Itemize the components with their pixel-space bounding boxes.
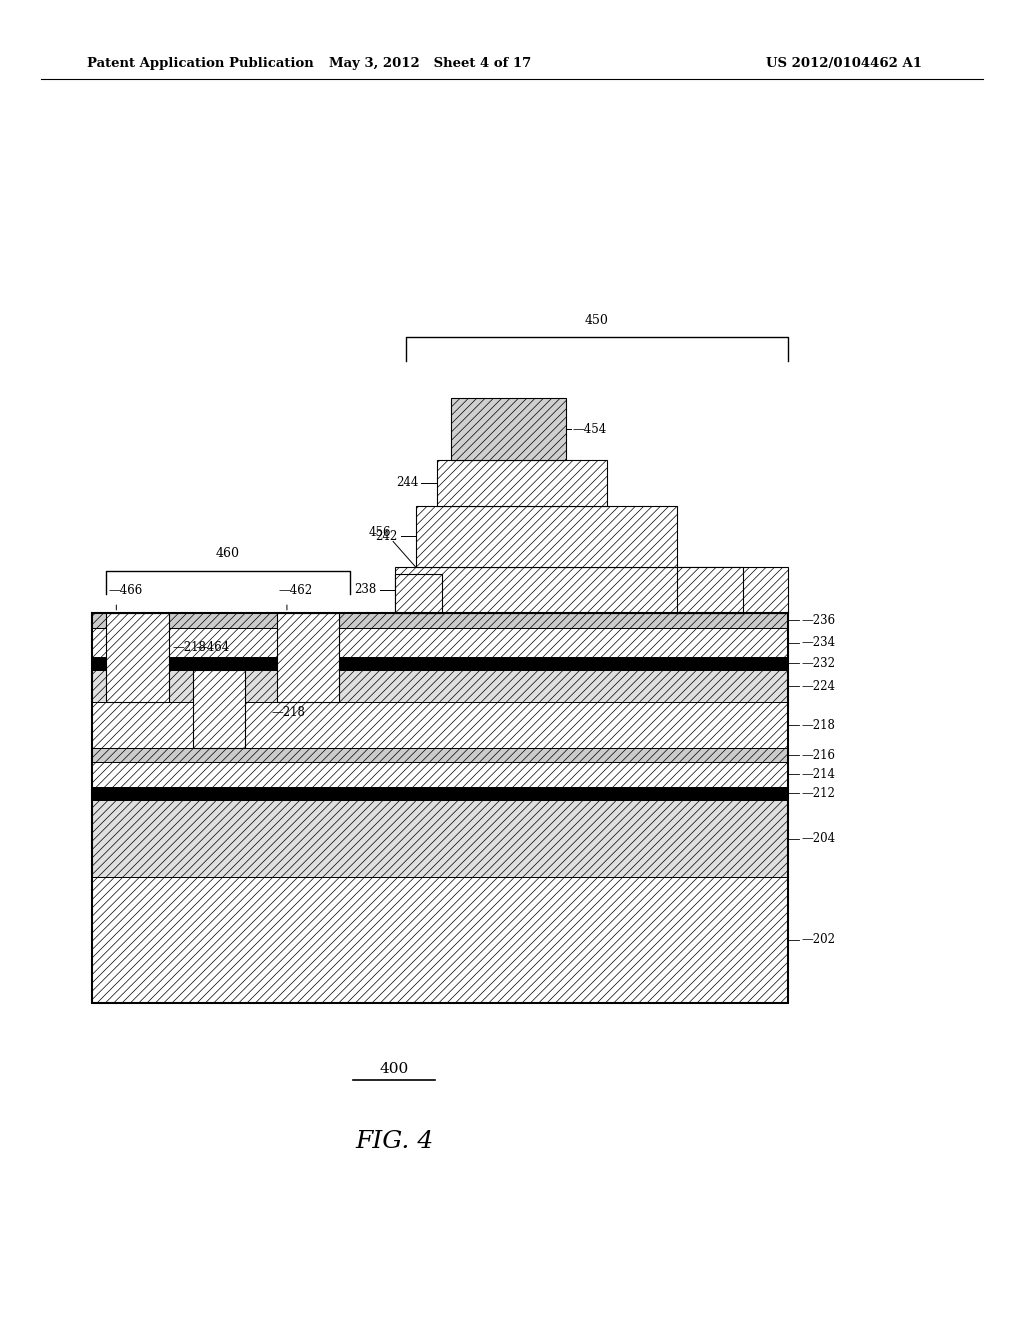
Text: —466: —466 (109, 583, 142, 597)
Text: —452: —452 (751, 583, 784, 597)
Text: Patent Application Publication: Patent Application Publication (87, 57, 313, 70)
Bar (92, 800, 788, 876)
Text: —462: —462 (279, 583, 313, 597)
Text: —212: —212 (802, 787, 836, 800)
Text: 244: 244 (396, 477, 419, 490)
Text: 460: 460 (216, 546, 240, 560)
Bar (437, 459, 607, 506)
Bar (106, 612, 169, 702)
Bar (677, 566, 743, 612)
Text: 242: 242 (375, 529, 397, 543)
Bar (276, 612, 339, 702)
Bar (92, 671, 788, 702)
Bar (92, 762, 788, 787)
Text: —218: —218 (802, 719, 836, 731)
Bar (92, 787, 788, 800)
Bar (92, 657, 788, 671)
Text: —224: —224 (802, 680, 836, 693)
Bar (416, 506, 677, 566)
Text: May 3, 2012   Sheet 4 of 17: May 3, 2012 Sheet 4 of 17 (329, 57, 531, 70)
Text: FIG. 4: FIG. 4 (355, 1130, 433, 1154)
Text: 238: 238 (354, 583, 377, 597)
Text: 450: 450 (585, 314, 609, 326)
Text: —214: —214 (802, 768, 836, 781)
Text: 400: 400 (380, 1061, 409, 1076)
Bar (395, 566, 788, 612)
Text: —234: —234 (802, 636, 836, 649)
Text: —236: —236 (802, 614, 836, 627)
Text: —204: —204 (802, 832, 836, 845)
Bar (92, 628, 788, 657)
Bar (194, 671, 246, 748)
Text: —464: —464 (196, 642, 229, 655)
Bar (451, 399, 565, 459)
Text: —454: —454 (572, 422, 607, 436)
Bar (395, 574, 442, 612)
Bar (92, 876, 788, 1003)
Text: —218: —218 (173, 640, 207, 653)
Text: 456: 456 (369, 525, 391, 539)
Bar (92, 702, 788, 748)
Text: —218: —218 (271, 706, 306, 719)
Bar (92, 612, 788, 628)
Text: —232: —232 (802, 657, 836, 669)
Text: —202: —202 (802, 933, 836, 946)
Text: —244: —244 (572, 510, 607, 523)
Bar (92, 612, 788, 1003)
Text: US 2012/0104462 A1: US 2012/0104462 A1 (766, 57, 922, 70)
Bar (92, 748, 788, 762)
Text: —216: —216 (802, 748, 836, 762)
